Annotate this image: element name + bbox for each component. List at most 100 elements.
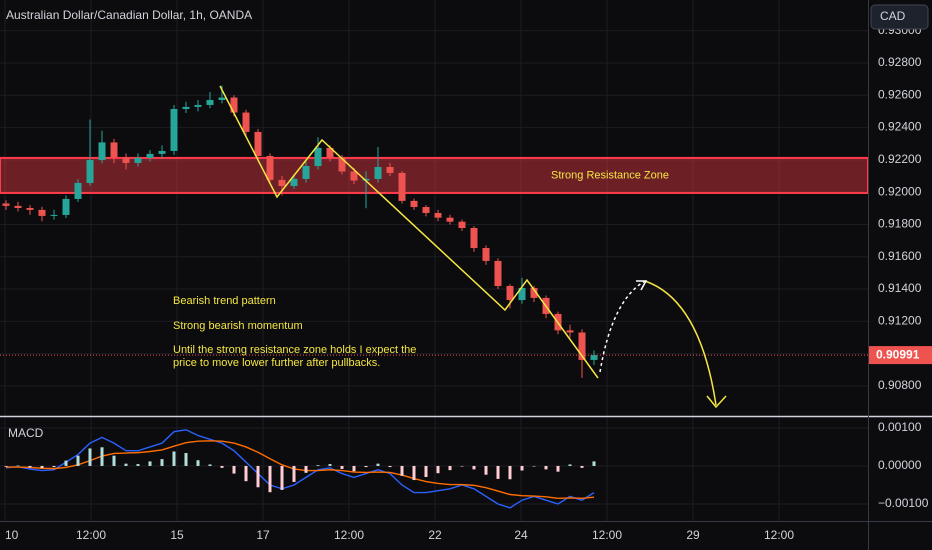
histogram-bar — [496, 465, 500, 479]
histogram-bar — [124, 463, 128, 466]
x-tick-label: 29 — [686, 528, 700, 542]
candle-body — [206, 99, 214, 105]
histogram-bar — [592, 461, 596, 466]
x-tick-label: 15 — [170, 528, 184, 542]
histogram-bar — [280, 465, 284, 490]
y-tick-label: 0.92600 — [878, 87, 922, 101]
histogram-bar — [196, 460, 200, 466]
indicator-line — [6, 440, 595, 500]
pullback-curve — [599, 280, 646, 373]
y-tick-label: 0.91800 — [878, 217, 922, 231]
pullback-arrowhead — [636, 280, 648, 291]
histogram-bar — [424, 465, 428, 477]
indicator-line — [5, 429, 595, 509]
histogram-bar — [220, 465, 224, 468]
candle-body — [122, 157, 130, 163]
histogram-bar — [88, 448, 92, 466]
histogram-bar — [568, 464, 572, 466]
y-tick-label: 0.90800 — [878, 378, 922, 392]
x-tick-label: 10 — [5, 528, 19, 542]
histogram-bar — [40, 465, 44, 469]
x-tick-label: 12:00 — [764, 528, 794, 542]
histogram-bar — [112, 455, 116, 466]
candle-body — [494, 260, 502, 286]
candle-body — [170, 108, 178, 151]
x-tick-label: 12:00 — [334, 528, 364, 542]
candle-body — [194, 104, 202, 107]
candle-body — [302, 166, 310, 179]
currency-button-label[interactable]: CAD — [880, 9, 906, 23]
candle-body — [26, 207, 34, 210]
currency-button[interactable] — [870, 4, 929, 30]
candle-body — [266, 155, 274, 180]
histogram-bar — [184, 453, 188, 466]
candle-body — [146, 153, 154, 158]
candle-body — [98, 142, 106, 161]
histogram-bar — [256, 465, 260, 488]
histogram-bar — [580, 465, 584, 468]
histogram-bar — [388, 465, 392, 468]
candle-body — [2, 203, 10, 206]
candle-body — [134, 157, 142, 163]
candle-body — [290, 178, 298, 187]
candle-body — [374, 166, 382, 179]
projection-curve — [644, 280, 717, 406]
histogram-bar — [148, 461, 152, 466]
candle-body — [230, 97, 238, 113]
candle-body — [590, 355, 598, 360]
candle-body — [242, 112, 250, 132]
histogram-bar — [364, 465, 368, 468]
histogram-bar — [292, 465, 296, 482]
candle-body — [14, 205, 22, 208]
histogram-bar — [556, 465, 560, 472]
candle-body — [182, 106, 190, 109]
x-tick-label: 12:00 — [76, 528, 106, 542]
histogram-bar — [160, 459, 164, 466]
y-tick-label: 0.91600 — [878, 249, 922, 263]
candle-body — [482, 248, 490, 261]
candle-body — [446, 217, 454, 222]
histogram-bar — [400, 465, 404, 476]
histogram-bar — [376, 463, 380, 466]
candle-body — [338, 157, 346, 172]
histogram-bar — [4, 465, 8, 467]
zigzag — [219, 85, 599, 379]
histogram-bar — [52, 465, 56, 468]
histogram-bar — [412, 465, 416, 481]
candle-body — [74, 182, 82, 199]
histogram-bar — [304, 465, 308, 473]
x-tick-label: 12:00 — [592, 528, 622, 542]
candle-body — [566, 330, 574, 333]
x-tick-label: 17 — [256, 528, 270, 542]
candle-body — [386, 166, 394, 173]
y-tick-label: 0.92800 — [878, 55, 922, 69]
histogram-bar — [340, 465, 344, 469]
candle-body — [458, 221, 466, 229]
histogram-bar — [76, 455, 80, 466]
trend-drawings — [219, 85, 727, 409]
candle-body — [110, 142, 118, 158]
candle-body — [278, 179, 286, 187]
candle-body — [158, 150, 166, 154]
histogram-bar — [268, 465, 272, 493]
candle-body — [530, 287, 538, 298]
candle-body — [578, 332, 586, 360]
candle-body — [518, 287, 526, 301]
candle-body — [314, 147, 322, 166]
histogram-bar — [436, 465, 440, 474]
x-tick-label: 22 — [428, 528, 442, 542]
arrowhead — [706, 395, 727, 409]
histogram-bar — [64, 460, 68, 466]
histogram-bar — [244, 465, 248, 482]
candle-body — [470, 228, 478, 249]
histogram-bar — [328, 464, 332, 466]
y-tick-label: 0.92400 — [878, 120, 922, 134]
chart-title: Australian Dollar/Canadian Dollar, 1h, O… — [6, 8, 252, 22]
resistance-zone-layer: Strong Resistance Zone — [0, 156, 869, 194]
histogram-bar — [28, 465, 32, 468]
candle-body — [86, 160, 94, 183]
histogram-bar — [448, 465, 452, 471]
